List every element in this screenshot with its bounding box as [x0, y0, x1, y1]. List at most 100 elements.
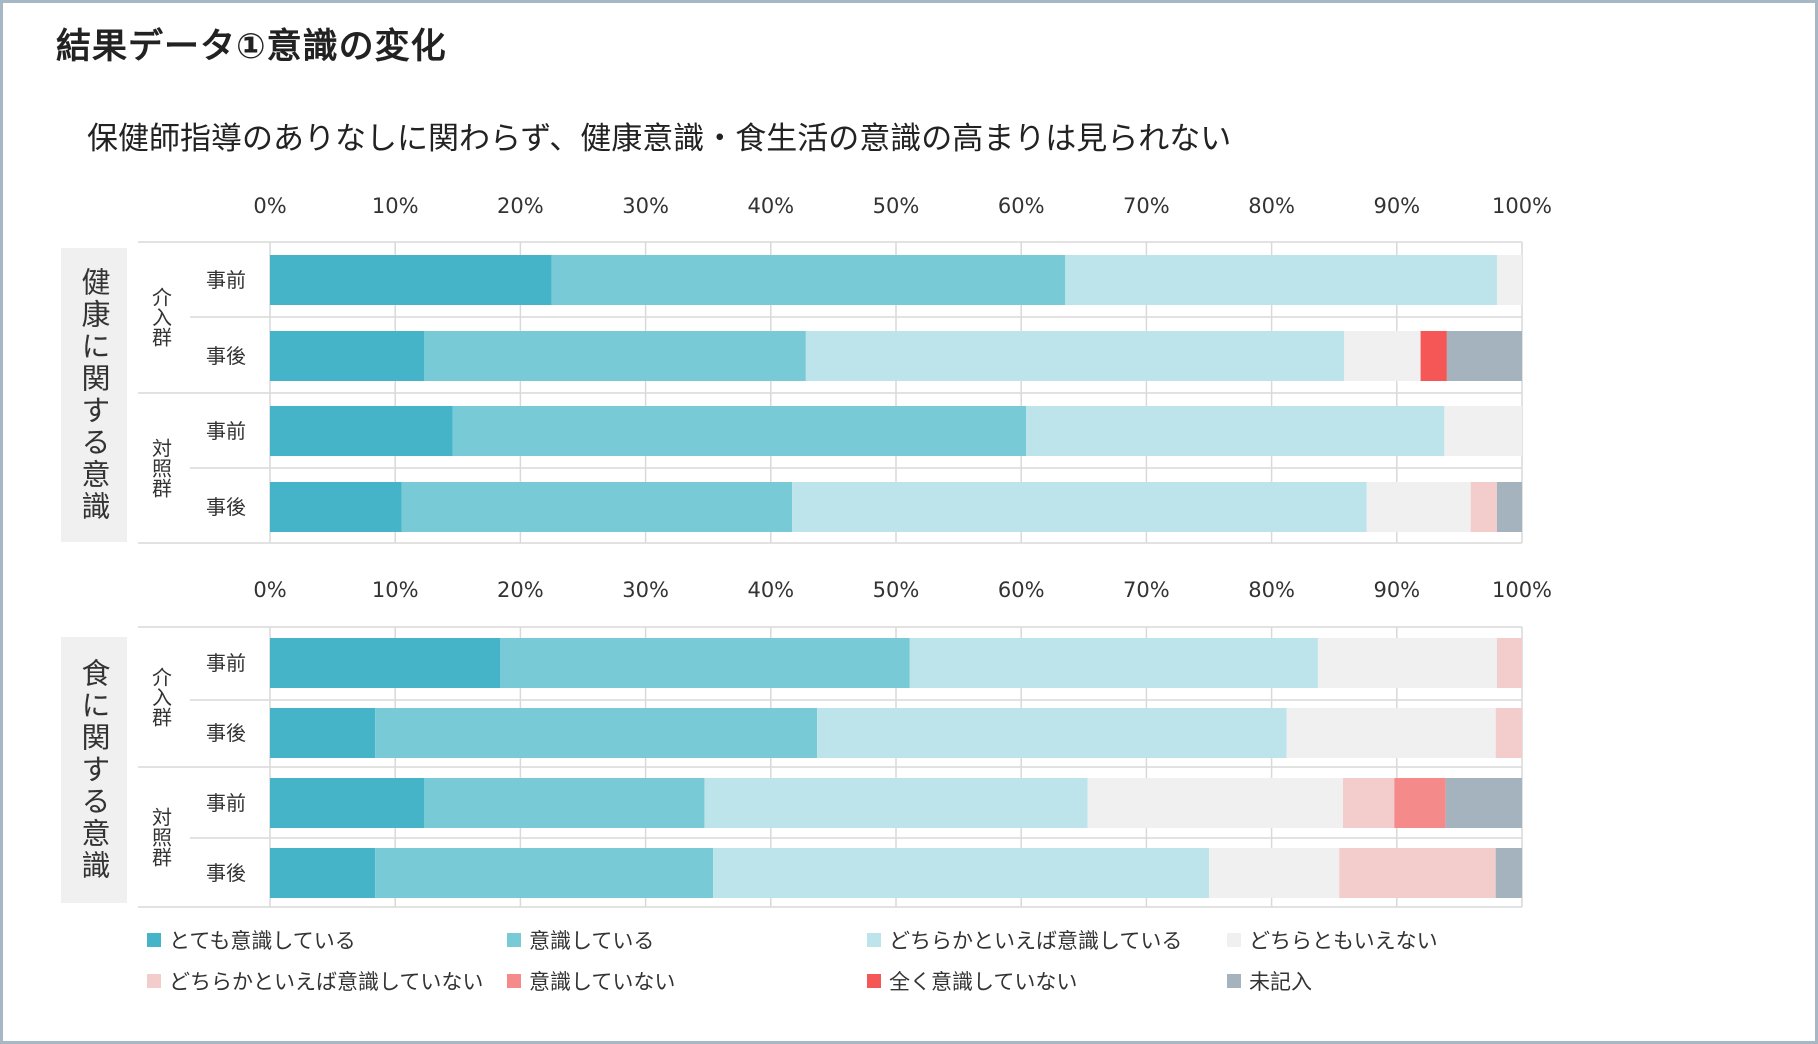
- bar-segment: [1366, 482, 1471, 532]
- panel-label-food-text: 食に関する意識: [77, 658, 111, 882]
- bar-segment: [270, 848, 376, 898]
- legend-item: どちらかといえば意識している: [867, 925, 1182, 955]
- group-label-text: 介入群: [148, 287, 173, 347]
- row-label: 事前: [206, 419, 246, 443]
- legend-swatch: [1227, 933, 1241, 947]
- row-label: 事前: [206, 268, 246, 292]
- x-tick-label: 60%: [998, 578, 1045, 602]
- bar-segment: [792, 482, 1367, 532]
- x-tick-label: 80%: [1248, 194, 1295, 218]
- legend-swatch: [1227, 974, 1241, 988]
- legend-label: 全く意識していない: [889, 970, 1078, 994]
- group-label-control-1: 対照群: [142, 393, 180, 543]
- x-tick-label: 30%: [622, 194, 669, 218]
- x-tick-label: 20%: [497, 578, 544, 602]
- legend-swatch: [867, 974, 881, 988]
- bar-segment: [1496, 255, 1522, 305]
- bar-segment: [704, 778, 1088, 828]
- bar-segment: [270, 482, 402, 532]
- bar-segment: [401, 482, 793, 532]
- x-tick-label: 100%: [1492, 578, 1552, 602]
- x-tick-label: 80%: [1248, 578, 1295, 602]
- legend-item: どちらともいえない: [1227, 925, 1438, 955]
- panel-label-health-text: 健康に関する意識: [77, 267, 111, 523]
- legend-label: 未記入: [1249, 970, 1312, 994]
- legend-swatch: [147, 974, 161, 988]
- x-tick-label: 20%: [497, 194, 544, 218]
- legend-label: どちらともいえない: [1249, 929, 1438, 953]
- x-tick-label: 50%: [873, 194, 920, 218]
- x-tick-label: 50%: [873, 578, 920, 602]
- bar-segment: [452, 406, 1027, 456]
- legend-swatch: [507, 933, 521, 947]
- x-tick-label: 10%: [372, 194, 419, 218]
- bar-segment: [1495, 708, 1522, 758]
- bar-segment: [1444, 406, 1522, 456]
- legend-item: 全く意識していない: [867, 966, 1077, 996]
- legend-item: どちらかといえば意識していない: [147, 966, 483, 996]
- row-label: 事前: [206, 791, 246, 815]
- bar-segment: [1470, 482, 1497, 532]
- bar-segment: [1344, 331, 1421, 381]
- legend-label: 意識している: [529, 929, 655, 953]
- group-label-intervention-1: 介入群: [142, 243, 180, 391]
- legend-swatch: [867, 933, 881, 947]
- x-tick-label: 0%: [253, 578, 286, 602]
- legend-item: とても意識している: [147, 925, 356, 955]
- legend-label: とても意識している: [169, 929, 356, 953]
- bar-segment: [423, 778, 705, 828]
- legend-item: 意識していない: [507, 966, 675, 996]
- bar-segment: [1446, 331, 1522, 381]
- x-tick-label: 40%: [747, 578, 794, 602]
- legend-swatch: [507, 974, 521, 988]
- x-tick-label: 10%: [372, 578, 419, 602]
- row-label: 事後: [206, 721, 246, 745]
- x-tick-label: 40%: [747, 194, 794, 218]
- group-label-text: 介入群: [148, 667, 173, 727]
- legend-item: 未記入: [1227, 966, 1312, 996]
- panel-label-health: 健康に関する意識: [61, 248, 127, 542]
- bar-segment: [270, 638, 501, 688]
- bar-segment: [423, 331, 806, 381]
- bar-segment: [1317, 638, 1497, 688]
- legend-swatch: [147, 933, 161, 947]
- group-label-control-2: 対照群: [142, 767, 180, 907]
- group-label-text: 対照群: [148, 807, 173, 867]
- x-tick-label: 70%: [1123, 578, 1170, 602]
- legend-label: どちらかといえば意識していない: [169, 970, 484, 994]
- group-label-text: 対照群: [148, 438, 173, 498]
- legend-label: どちらかといえば意識している: [889, 929, 1183, 953]
- bar-segment: [270, 406, 453, 456]
- bar-segment: [1496, 482, 1522, 532]
- bar-segment: [270, 778, 424, 828]
- bar-segment: [909, 638, 1318, 688]
- bar-segment: [1065, 255, 1497, 305]
- bar-segment: [500, 638, 910, 688]
- row-label: 事前: [206, 651, 246, 675]
- x-tick-label: 60%: [998, 194, 1045, 218]
- bar-segment: [1087, 778, 1343, 828]
- row-label: 事後: [206, 861, 246, 885]
- bar-segment: [1496, 638, 1522, 688]
- bar-segment: [1495, 848, 1522, 898]
- panel-label-food: 食に関する意識: [61, 637, 127, 903]
- x-tick-label: 100%: [1492, 194, 1552, 218]
- bar-segment: [1342, 778, 1395, 828]
- bar-segment: [1209, 848, 1340, 898]
- bar-segment: [1394, 778, 1446, 828]
- bar-segment: [1420, 331, 1447, 381]
- legend-item: 意識している: [507, 925, 654, 955]
- bar-segment: [1286, 708, 1496, 758]
- bar-segment: [270, 331, 424, 381]
- row-label: 事後: [206, 495, 246, 519]
- bar-segment: [270, 255, 552, 305]
- bar-segment: [270, 708, 376, 758]
- bar-segment: [1445, 778, 1522, 828]
- slide-subtitle: 保健師指導のありなしに関わらず、健康意識・食生活の意識の高まりは見られない: [87, 121, 1232, 157]
- bar-segment: [375, 708, 818, 758]
- x-tick-label: 30%: [622, 578, 669, 602]
- bar-segment: [1026, 406, 1445, 456]
- slide-title: 結果データ①意識の変化: [56, 27, 447, 67]
- bar-segment: [1339, 848, 1496, 898]
